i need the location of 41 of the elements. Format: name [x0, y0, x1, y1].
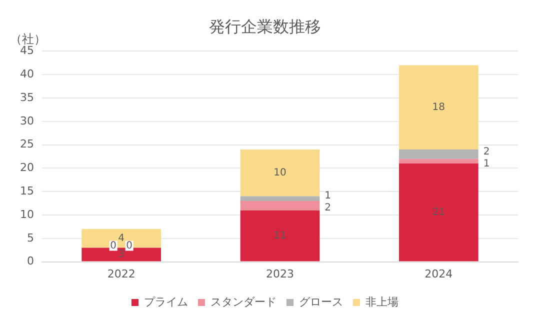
bar: [240, 149, 320, 196]
data-label: 18: [432, 102, 446, 113]
y-tick-label: 10: [20, 208, 34, 221]
bar: [240, 210, 320, 262]
bar: [399, 65, 478, 150]
x-tick-label: 2023: [266, 267, 294, 280]
y-tick-label: 20: [20, 161, 34, 174]
bar: [399, 149, 478, 159]
data-label: 0: [110, 240, 117, 252]
data-label: 11: [274, 230, 286, 242]
legend-label: 非上場: [366, 295, 398, 308]
y-tick-label: 40: [20, 67, 34, 80]
y-tick-label: 5: [26, 231, 34, 244]
bar: [399, 158, 478, 164]
data-label: 10: [274, 167, 286, 178]
x-tick-label: 2024: [424, 267, 453, 280]
legend-label: プライム: [144, 295, 188, 308]
data-label: 1: [324, 190, 332, 202]
data-label: 3: [118, 249, 125, 260]
y-tick-label: 45: [20, 44, 34, 58]
y-tick-label: 35: [20, 90, 34, 104]
data-label: 0: [126, 240, 133, 252]
y-tick-label: 0: [26, 254, 34, 268]
data-label: 4: [118, 232, 125, 244]
chart-title: 発行企業数推移: [209, 16, 321, 36]
bar: [82, 229, 161, 248]
data-label: 21: [432, 207, 446, 218]
bar: [82, 248, 161, 262]
data-label: 1: [483, 158, 490, 170]
y-tick-label: 25: [20, 138, 34, 151]
data-label: 2: [324, 202, 332, 214]
y-axis-title: （社）: [10, 32, 46, 46]
x-tick-label: 2022: [107, 267, 136, 280]
bar: [240, 200, 320, 210]
y-tick-label: 30: [20, 114, 34, 128]
legend-label: グロース: [299, 295, 343, 308]
data-label: 2: [483, 146, 490, 158]
bar: [240, 196, 320, 201]
legend-label: スタンダード: [210, 295, 276, 308]
y-tick-label: 15: [20, 184, 34, 198]
bar: [399, 164, 478, 262]
